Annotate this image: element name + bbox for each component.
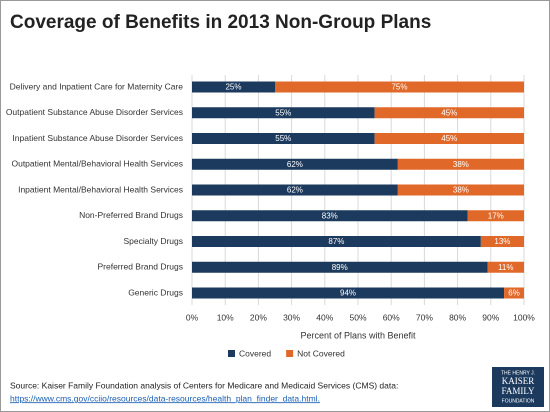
bar-segment [192,158,398,170]
bar-segment [192,261,488,273]
x-tick-label: 100% [513,312,535,322]
data-label: 45% [441,108,457,117]
bar-segment [467,210,524,222]
data-label: 94% [340,289,356,298]
y-tick-label: Delivery and Inpatient Care for Maternit… [10,81,184,91]
data-label: 25% [225,83,241,92]
x-axis-title: Percent of Plans with Benefit [300,330,416,340]
data-label: 87% [328,237,344,246]
y-tick-label: Non-Preferred Brand Drugs [79,210,183,220]
data-label: 38% [453,186,469,195]
bar-segment [480,236,524,247]
data-label: 6% [508,289,520,298]
bar-segment [374,107,524,119]
source-text: Source: Kaiser Family Foundation analysi… [10,380,398,390]
legend-label: Not Covered [297,348,345,358]
x-tick-label: 20% [250,312,267,322]
x-tick-label: 80% [449,312,466,322]
bar-segment [192,81,275,93]
logo-text: KAISER [502,376,535,386]
x-tick-label: 30% [283,312,300,322]
x-tick-label: 40% [316,312,333,322]
data-label: 13% [494,237,510,246]
data-label: 11% [498,263,513,272]
logo-text: FOUNDATION [502,398,535,404]
x-tick-label: 60% [383,312,400,322]
logo-box [492,367,544,407]
y-tick-label: Preferred Brand Drugs [97,262,183,272]
y-tick-label: Outpatient Substance Abuse Disorder Serv… [6,107,183,117]
y-tick-label: Inpatient Mental/Behavioral Health Servi… [18,184,183,194]
x-tick-label: 70% [416,312,433,322]
bar-segment [275,81,524,93]
y-tick-label: Generic Drugs [128,287,183,297]
y-tick-label: Specialty Drugs [123,236,183,246]
bar-segment [397,158,524,170]
x-tick-label: 90% [482,312,499,322]
data-label: 83% [322,211,338,220]
bar-segment [192,184,398,196]
bar-segment [504,287,524,299]
data-label: 45% [441,134,457,143]
chart-title: Coverage of Benefits in 2013 Non-Group P… [10,12,431,33]
legend-label: Covered [239,348,271,358]
logo-text: FAMILY [502,386,535,396]
bar-segment [487,261,524,273]
data-label: 62% [287,186,303,195]
bar-segment [192,133,375,144]
source-link[interactable]: https://www.cms.gov/cciio/resources/data… [10,393,320,403]
x-tick-label: 10% [217,312,234,322]
x-tick-label: 50% [349,312,366,322]
y-tick-label: Outpatient Mental/Behavioral Health Serv… [11,159,183,169]
y-tick-label: Inpatient Substance Abuse Disorder Servi… [12,133,183,143]
x-tick-label: 0% [186,312,199,322]
bar-segment [192,210,468,222]
data-label: 17% [488,211,504,220]
legend-swatch [286,350,294,357]
bar-segment [192,287,505,299]
data-label: 55% [275,134,291,143]
data-label: 55% [275,108,291,117]
logo-text: THE HENRY J. [501,370,535,376]
data-label: 62% [287,160,303,169]
legend-swatch [228,350,235,357]
bar-segment [397,184,524,196]
data-label: 38% [453,160,469,169]
bar-segment [192,107,375,119]
bar-segment [192,236,481,247]
data-label: 89% [332,263,348,272]
bar-segment [374,133,524,144]
data-label: 75% [391,83,407,92]
